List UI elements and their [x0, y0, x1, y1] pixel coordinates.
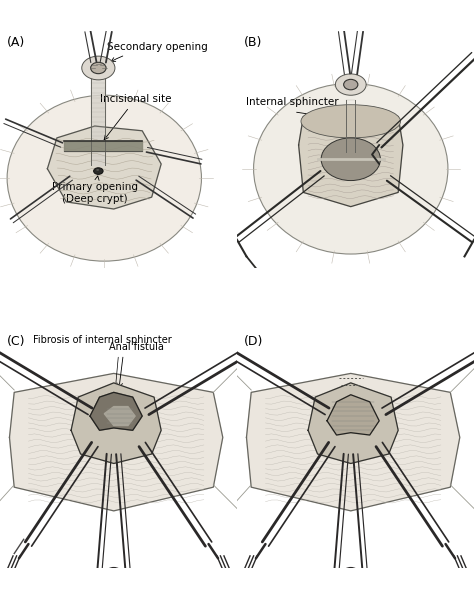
Polygon shape	[9, 373, 223, 511]
Ellipse shape	[344, 79, 358, 90]
Ellipse shape	[93, 168, 103, 174]
Text: (A): (A)	[7, 36, 26, 49]
Polygon shape	[308, 383, 398, 464]
Text: Internal sphincter: Internal sphincter	[246, 96, 339, 107]
Text: Anal fistula: Anal fistula	[109, 341, 164, 352]
Polygon shape	[299, 107, 403, 207]
Text: (C): (C)	[7, 335, 26, 349]
Polygon shape	[104, 407, 135, 425]
Polygon shape	[327, 395, 379, 435]
Ellipse shape	[336, 74, 366, 95]
Ellipse shape	[96, 169, 99, 171]
Ellipse shape	[82, 56, 115, 80]
Ellipse shape	[7, 95, 201, 261]
Text: Secondary opening: Secondary opening	[107, 42, 208, 62]
Ellipse shape	[321, 138, 380, 180]
Polygon shape	[246, 373, 460, 511]
Polygon shape	[47, 126, 161, 209]
Polygon shape	[90, 392, 142, 430]
Ellipse shape	[91, 62, 106, 74]
Text: (D): (D)	[244, 335, 264, 349]
Polygon shape	[71, 383, 161, 464]
Text: Fibrosis of internal sphincter: Fibrosis of internal sphincter	[33, 335, 172, 344]
Text: (B): (B)	[244, 36, 263, 49]
Ellipse shape	[301, 105, 401, 138]
Text: Primary opening
(Deep crypt): Primary opening (Deep crypt)	[52, 176, 138, 204]
Ellipse shape	[254, 83, 448, 254]
Text: Incisional site: Incisional site	[100, 95, 171, 140]
